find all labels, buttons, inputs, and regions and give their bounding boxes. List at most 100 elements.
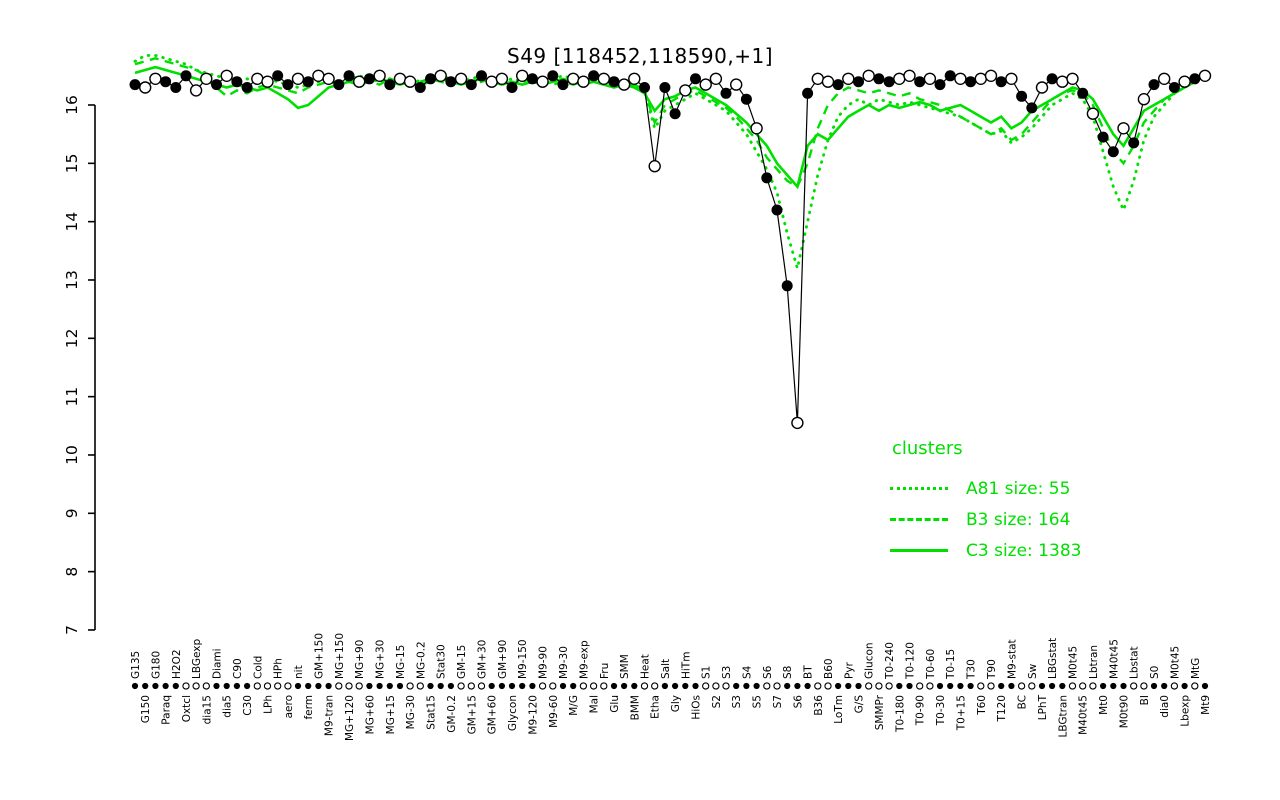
svg-text:MG-30: MG-30 <box>405 695 417 729</box>
svg-text:MG+60: MG+60 <box>364 695 376 734</box>
legend: clusters A81 size: 55 B3 size: 164 C3 si… <box>890 438 1081 566</box>
svg-text:Oxtcl: Oxtcl <box>181 695 193 722</box>
svg-text:GM+15: GM+15 <box>466 695 478 734</box>
svg-text:M0t45: M0t45 <box>1169 646 1181 679</box>
svg-text:dia0: dia0 <box>1159 695 1171 718</box>
svg-text:S5: S5 <box>752 695 764 708</box>
svg-text:MG+90: MG+90 <box>354 640 366 679</box>
svg-text:SMM: SMM <box>619 654 631 679</box>
svg-text:T0-180: T0-180 <box>894 695 906 733</box>
svg-text:Mt0: Mt0 <box>1098 695 1110 715</box>
legend-entry-c3: C3 size: 1383 <box>890 535 1081 566</box>
svg-text:aero: aero <box>283 695 295 718</box>
svg-text:SMMPr: SMMPr <box>874 694 886 730</box>
svg-text:GM-0.2: GM-0.2 <box>446 695 458 733</box>
svg-text:MG-15: MG-15 <box>395 645 407 679</box>
svg-text:M40t45: M40t45 <box>1108 639 1120 679</box>
svg-text:LPhT: LPhT <box>1037 694 1049 720</box>
svg-text:Sw: Sw <box>1027 663 1039 679</box>
svg-text:nit: nit <box>293 665 305 679</box>
svg-text:15: 15 <box>63 153 81 173</box>
svg-text:T0-60: T0-60 <box>925 649 937 680</box>
svg-text:T30: T30 <box>966 659 978 680</box>
svg-text:Etha: Etha <box>650 695 662 719</box>
svg-text:G150: G150 <box>140 695 152 723</box>
svg-text:Glucon: Glucon <box>864 642 876 679</box>
legend-label: C3 size: 1383 <box>966 540 1082 561</box>
svg-text:S3: S3 <box>731 695 743 708</box>
svg-text:GM+60: GM+60 <box>487 695 499 734</box>
svg-text:S6: S6 <box>762 665 774 679</box>
svg-text:T0-90: T0-90 <box>915 695 927 726</box>
svg-text:LBGtran: LBGtran <box>1057 695 1069 738</box>
svg-text:M9-stat: M9-stat <box>1006 639 1018 679</box>
svg-text:8: 8 <box>63 567 81 577</box>
svg-text:Stat30: Stat30 <box>436 644 448 679</box>
svg-text:BT: BT <box>803 665 815 679</box>
svg-text:T90: T90 <box>986 659 998 680</box>
svg-text:MG+150: MG+150 <box>334 633 346 679</box>
svg-text:M9-tran: M9-tran <box>324 695 336 736</box>
svg-text:MtG: MtG <box>1190 658 1202 679</box>
svg-text:T0-15: T0-15 <box>945 649 957 680</box>
svg-text:S7: S7 <box>772 695 784 708</box>
svg-text:T0-240: T0-240 <box>884 642 896 680</box>
svg-text:LoTm: LoTm <box>833 695 845 724</box>
svg-text:M/G: M/G <box>568 695 580 716</box>
svg-text:Lbstat: Lbstat <box>1129 646 1141 679</box>
svg-text:Pyr: Pyr <box>843 661 855 679</box>
svg-text:Glu: Glu <box>609 695 621 713</box>
svg-text:Stat15: Stat15 <box>426 695 438 730</box>
svg-text:MG+15: MG+15 <box>385 695 397 734</box>
svg-text:GM-15: GM-15 <box>456 645 468 679</box>
svg-text:13: 13 <box>63 270 81 290</box>
svg-text:T0+15: T0+15 <box>955 695 967 731</box>
svg-text:Fru: Fru <box>599 663 611 679</box>
svg-text:Paraq: Paraq <box>161 695 173 725</box>
svg-text:10: 10 <box>63 445 81 465</box>
svg-text:M0t90: M0t90 <box>1119 695 1131 728</box>
svg-text:LPh: LPh <box>263 695 275 714</box>
svg-text:ferm: ferm <box>303 695 315 720</box>
svg-text:Glycon: Glycon <box>507 695 519 731</box>
svg-text:G/S: G/S <box>854 695 866 714</box>
svg-text:Heat: Heat <box>640 654 652 679</box>
svg-text:12: 12 <box>63 328 81 348</box>
svg-text:BC: BC <box>1017 695 1029 709</box>
svg-text:S3: S3 <box>721 666 733 679</box>
svg-text:M9-60: M9-60 <box>548 695 560 728</box>
svg-text:M9-30: M9-30 <box>558 646 570 679</box>
svg-text:7: 7 <box>63 625 81 635</box>
svg-text:G135: G135 <box>130 651 142 679</box>
svg-text:Salt: Salt <box>660 659 672 679</box>
svg-text:Mal: Mal <box>589 695 601 713</box>
svg-text:BMM: BMM <box>629 695 641 720</box>
svg-text:M0t45: M0t45 <box>1068 646 1080 679</box>
svg-text:T0-120: T0-120 <box>905 642 917 680</box>
svg-text:S2: S2 <box>711 695 723 708</box>
svg-text:Diami: Diami <box>212 648 224 679</box>
svg-text:MG+120: MG+120 <box>344 695 356 741</box>
svg-text:MG-0.2: MG-0.2 <box>415 641 427 679</box>
svg-text:GM+90: GM+90 <box>497 640 509 679</box>
svg-text:H2O2: H2O2 <box>171 649 183 679</box>
svg-text:Mt9: Mt9 <box>1200 695 1212 715</box>
svg-text:S4: S4 <box>741 665 753 679</box>
svg-text:Lbtran: Lbtran <box>1088 645 1100 679</box>
svg-text:C30: C30 <box>242 695 254 716</box>
svg-text:11: 11 <box>63 387 81 407</box>
svg-text:S0: S0 <box>1149 666 1161 679</box>
svg-text:Lbexp: Lbexp <box>1180 695 1192 727</box>
legend-label: A81 size: 55 <box>966 478 1071 499</box>
svg-text:S6: S6 <box>792 695 804 709</box>
svg-text:dia5: dia5 <box>222 695 234 718</box>
legend-entry-a81: A81 size: 55 <box>890 473 1081 504</box>
svg-text:Cold: Cold <box>252 656 264 679</box>
legend-label: B3 size: 164 <box>966 509 1071 530</box>
svg-text:T0-30: T0-30 <box>935 695 947 726</box>
svg-text:B36: B36 <box>813 695 825 716</box>
svg-text:16: 16 <box>63 95 81 115</box>
svg-text:G180: G180 <box>150 651 162 679</box>
